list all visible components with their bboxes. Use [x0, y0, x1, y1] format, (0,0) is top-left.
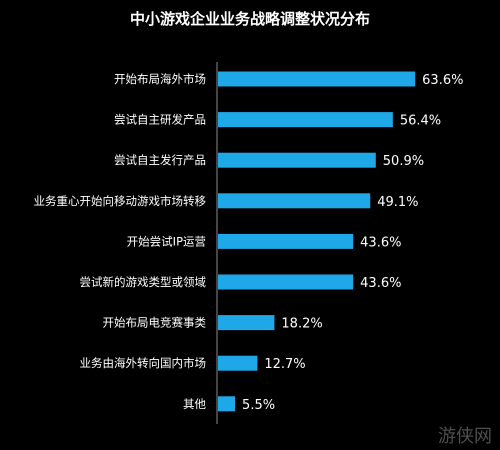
category-label: 业务重心开始向移动游戏市场转移	[34, 194, 207, 208]
bar	[218, 193, 371, 209]
bar	[218, 355, 258, 371]
value-label: 12.7%	[264, 357, 305, 372]
value-label: 63.6%	[422, 73, 463, 88]
value-label: 5.5%	[242, 398, 275, 413]
bar	[218, 396, 236, 412]
bar	[218, 233, 354, 249]
value-label: 43.6%	[360, 276, 401, 291]
chart-title: 中小游戏企业业务战略调整状况分布	[130, 10, 370, 28]
category-label: 尝试自主研发产品	[114, 113, 206, 127]
category-label: 开始布局电竞赛事类	[103, 316, 207, 330]
bar	[218, 71, 416, 87]
value-label: 43.6%	[360, 235, 401, 250]
category-label: 尝试自主发行产品	[114, 153, 206, 167]
value-label: 49.1%	[377, 195, 418, 210]
value-label: 18.2%	[281, 317, 322, 332]
bar	[218, 315, 275, 331]
value-label: 56.4%	[400, 114, 441, 129]
bar	[218, 274, 354, 290]
bars-group: 开始布局海外市场 63.6% 尝试自主研发产品 56.4% 尝试自主发行产品 50.9% 业…	[34, 71, 463, 413]
category-label: 其他	[183, 397, 206, 411]
category-label: 业务由海外转向国内市场	[80, 356, 207, 370]
category-label: 尝试新的游戏类型或领域	[80, 275, 207, 289]
value-label: 50.9%	[383, 154, 424, 169]
bar	[218, 112, 393, 128]
bar	[218, 152, 376, 168]
watermark-text: 游侠网	[438, 426, 492, 447]
category-label: 开始布局海外市场	[114, 72, 206, 86]
category-label: 开始尝试IP运营	[127, 234, 206, 248]
